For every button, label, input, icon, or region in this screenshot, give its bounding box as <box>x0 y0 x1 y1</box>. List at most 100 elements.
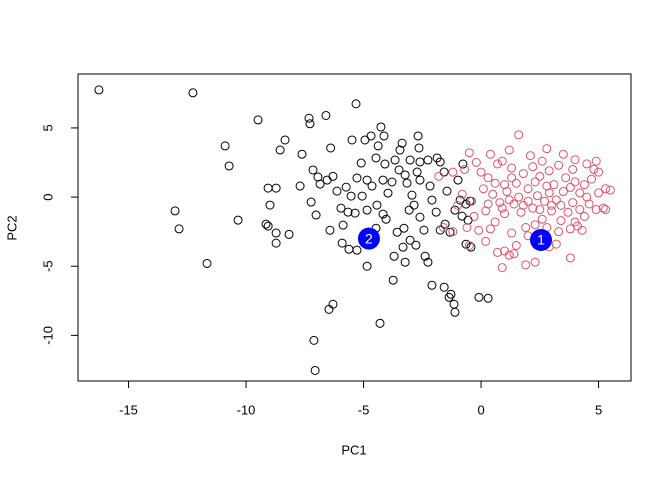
point <box>444 292 454 302</box>
point <box>415 212 425 222</box>
point <box>372 200 382 210</box>
point <box>591 205 601 215</box>
point <box>497 203 507 213</box>
point <box>587 174 597 184</box>
x-axis-label: PC1 <box>341 442 366 457</box>
point <box>518 200 528 210</box>
point <box>360 135 370 145</box>
point <box>341 182 351 192</box>
cluster-center <box>357 227 380 250</box>
point <box>405 235 415 245</box>
point <box>469 211 479 221</box>
point <box>233 215 243 225</box>
point <box>275 145 285 155</box>
point <box>568 164 578 174</box>
point <box>265 200 275 210</box>
point <box>415 157 425 167</box>
point <box>570 155 580 165</box>
point <box>518 169 528 179</box>
point <box>404 205 414 215</box>
point <box>379 131 389 141</box>
point <box>271 228 281 238</box>
point <box>542 144 552 154</box>
point <box>500 180 510 190</box>
point <box>295 181 305 191</box>
point <box>521 260 531 270</box>
point <box>362 175 372 185</box>
point <box>448 167 458 177</box>
point <box>352 245 362 255</box>
point <box>400 257 410 267</box>
point <box>530 177 540 187</box>
point <box>439 167 449 177</box>
point <box>450 205 460 215</box>
point <box>511 178 521 188</box>
point <box>554 160 564 170</box>
point <box>271 183 281 193</box>
x-tick-label: 5 <box>595 402 602 417</box>
point <box>509 249 519 259</box>
point <box>478 184 488 194</box>
point <box>575 188 585 198</box>
point <box>174 224 184 234</box>
point <box>556 200 566 210</box>
point <box>565 182 575 192</box>
point <box>297 149 307 159</box>
point <box>435 225 445 235</box>
point <box>589 164 599 174</box>
point <box>321 110 331 120</box>
point <box>407 190 417 200</box>
point <box>570 217 580 227</box>
point <box>390 155 400 165</box>
point <box>308 165 318 175</box>
point <box>352 173 362 183</box>
point <box>367 181 377 191</box>
point <box>464 240 474 250</box>
point <box>582 159 592 169</box>
cluster-label: 2 <box>365 230 373 246</box>
point <box>395 145 405 155</box>
point <box>507 228 517 238</box>
point <box>94 85 104 95</box>
point <box>381 214 391 224</box>
point <box>462 223 472 232</box>
point <box>481 236 491 246</box>
point <box>442 186 452 196</box>
point <box>375 318 385 328</box>
point <box>485 149 495 159</box>
point <box>460 164 470 174</box>
point <box>371 153 381 163</box>
x-tick-label: -15 <box>119 402 138 417</box>
point <box>373 141 383 151</box>
point <box>387 177 397 187</box>
point <box>471 158 481 168</box>
point <box>547 206 557 216</box>
point <box>263 221 273 231</box>
point <box>450 307 460 317</box>
point <box>344 244 354 254</box>
point <box>601 205 611 215</box>
y-tick-label: 0 <box>40 193 55 200</box>
point <box>483 173 493 183</box>
point <box>594 188 604 198</box>
point <box>337 238 347 248</box>
point <box>554 227 564 237</box>
point <box>413 131 423 141</box>
point <box>431 207 441 217</box>
point <box>458 159 468 169</box>
point <box>253 115 263 125</box>
point <box>577 225 587 235</box>
point <box>474 225 484 235</box>
point <box>464 148 474 158</box>
point <box>530 220 540 230</box>
point <box>558 149 568 159</box>
plot-box <box>77 73 632 382</box>
x-tick-label: -10 <box>237 402 256 417</box>
point <box>507 163 517 173</box>
point <box>271 238 281 248</box>
point <box>328 299 338 309</box>
point <box>220 141 230 151</box>
point <box>338 220 348 230</box>
